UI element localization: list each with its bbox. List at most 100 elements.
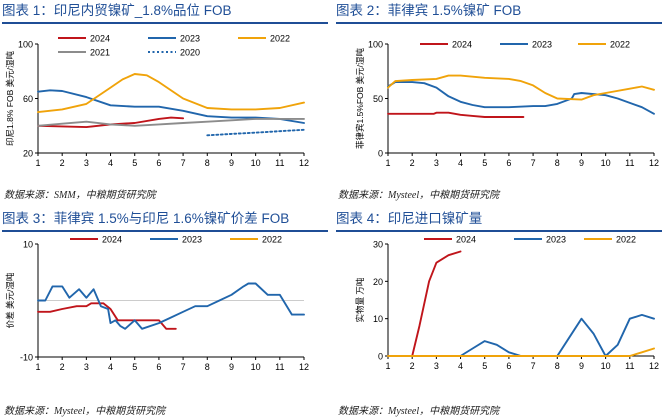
x-tick-label: 1 [385, 361, 390, 371]
x-tick-label: 7 [531, 158, 536, 168]
legend-label-2023: 2023 [182, 235, 202, 245]
y-tick-label: 50 [373, 94, 383, 104]
y-tick-label: 30 [373, 240, 383, 250]
legend-label-2024: 2024 [102, 235, 122, 245]
x-tick-label: 7 [181, 158, 186, 168]
x-tick-label: 9 [229, 362, 234, 372]
series-line-2024 [387, 111, 525, 118]
series-line-2023 [387, 313, 655, 357]
x-tick-label: 12 [299, 362, 309, 372]
x-tick-label: 11 [625, 158, 634, 168]
legend-label-2022: 2022 [610, 40, 630, 50]
series-line-2020 [206, 128, 305, 137]
y-axis-label: 价差 美元/湿吨 [5, 272, 15, 328]
x-tick-label: 9 [579, 158, 584, 168]
chart-title: 图表 3：菲律宾 1.5%与印尼 1.6%镍矿价差 FOB [2, 211, 290, 226]
chart-title: 图表 1：印尼内贸镍矿_1.8%品位 FOB [2, 3, 232, 18]
y-tick-label: 10 [23, 240, 33, 250]
series-line-2023 [387, 81, 655, 115]
x-tick-label: 10 [601, 158, 611, 168]
x-tick-label: 3 [84, 362, 89, 372]
y-tick-label: 60 [23, 94, 33, 104]
x-tick-label: 9 [579, 361, 584, 371]
series-line-2022 [387, 347, 655, 357]
x-tick-label: 2 [410, 361, 415, 371]
x-tick-label: 6 [506, 158, 511, 168]
source-note: 数据来源：Mysteel，中粮期货研究院 [4, 406, 166, 417]
series-line-2024 [387, 250, 462, 357]
series-line-2022 [387, 74, 655, 101]
y-tick-label: 20 [23, 149, 33, 159]
y-tick-label: 100 [18, 40, 33, 50]
chart-title: 图表 2：菲律宾 1.5%镍矿 FOB [336, 3, 522, 18]
legend-label-2024: 2024 [452, 40, 472, 50]
y-axis-label: 印尼1.8% FOB 美元/湿吨 [5, 51, 15, 146]
series-line-2023 [37, 282, 305, 330]
chart-title-bar: 图表 1：印尼内贸镍矿_1.8%品位 FOB [2, 2, 328, 24]
series-line-2021 [37, 117, 305, 127]
y-tick-label: 0 [378, 149, 383, 159]
x-tick-label: 3 [434, 361, 439, 371]
x-tick-label: 5 [482, 158, 487, 168]
x-tick-label: 4 [458, 158, 463, 168]
x-tick-label: 12 [649, 158, 659, 168]
x-tick-label: 7 [531, 361, 536, 371]
x-tick-label: 10 [251, 362, 261, 372]
series-line-2024 [37, 116, 185, 129]
x-tick-label: 12 [299, 158, 309, 168]
x-tick-label: 10 [251, 158, 261, 168]
x-tick-label: 11 [275, 362, 284, 372]
y-tick-label: 100 [368, 40, 383, 50]
x-tick-label: 6 [156, 362, 161, 372]
x-tick-label: 12 [649, 361, 659, 371]
x-tick-label: 6 [156, 158, 161, 168]
series-line-2024 [37, 302, 177, 330]
x-tick-label: 6 [506, 361, 511, 371]
x-tick-label: 11 [625, 361, 634, 371]
x-tick-label: 3 [84, 158, 89, 168]
x-tick-label: 4 [108, 158, 113, 168]
x-tick-label: 2 [410, 158, 415, 168]
source-note: 数据来源：Mysteel，中粮期货研究院 [338, 406, 500, 417]
chart-title-bar: 图表 2：菲律宾 1.5%镍矿 FOB [336, 2, 662, 24]
series-line-2023 [37, 89, 305, 124]
legend-label-2024: 2024 [456, 235, 476, 245]
source-note: 数据来源：SMM，中粮期货研究院 [4, 190, 156, 201]
source-note: 数据来源：Mysteel，中粮期货研究院 [338, 190, 500, 201]
legend-label-2022: 2022 [270, 34, 290, 44]
x-tick-label: 2 [60, 158, 65, 168]
x-tick-label: 10 [601, 361, 611, 371]
x-tick-label: 7 [181, 362, 186, 372]
legend-label-2024: 2024 [90, 34, 110, 44]
x-tick-label: 11 [275, 158, 284, 168]
legend-label-2023: 2023 [532, 40, 552, 50]
x-tick-label: 1 [35, 362, 40, 372]
x-tick-label: 8 [205, 158, 210, 168]
chart-panel-4: 图表 4：印尼进口镍矿量 30 20 10 0 1 2 3 4 5 6 7 8 9 10 11 12 实物量 万… [334, 208, 668, 417]
y-tick-label: 10 [373, 314, 383, 324]
y-tick-label: 0 [378, 352, 383, 362]
x-tick-label: 5 [132, 362, 137, 372]
chart-panel-1: 图表 1：印尼内贸镍矿_1.8%品位 FOB 100 60 20 1 2 3 4 5 6 7 8 9 1… [0, 0, 334, 208]
chart-title-bar: 图表 3：菲律宾 1.5%与印尼 1.6%镍矿价差 FOB [2, 210, 328, 232]
legend-label-2020: 2020 [180, 48, 200, 58]
legend-label-2021: 2021 [90, 48, 110, 58]
legend-label-2022: 2022 [262, 235, 282, 245]
x-tick-label: 4 [108, 362, 113, 372]
chart-title-bar: 图表 4：印尼进口镍矿量 [336, 210, 662, 232]
x-tick-label: 8 [555, 361, 560, 371]
y-tick-label: 20 [373, 277, 383, 287]
y-axis-label: 菲律宾1.5%FOB 美元/湿吨 [355, 47, 365, 149]
x-tick-label: 5 [482, 361, 487, 371]
x-tick-label: 1 [385, 158, 390, 168]
x-tick-label: 3 [434, 158, 439, 168]
x-tick-label: 8 [555, 158, 560, 168]
x-tick-label: 2 [60, 362, 65, 372]
series-line-2022 [37, 73, 305, 114]
chart-panel-2: 图表 2：菲律宾 1.5%镍矿 FOB 100 50 0 1 2 3 4 5 6 7 8 9 10 11 1… [334, 0, 668, 208]
x-tick-label: 1 [35, 158, 40, 168]
